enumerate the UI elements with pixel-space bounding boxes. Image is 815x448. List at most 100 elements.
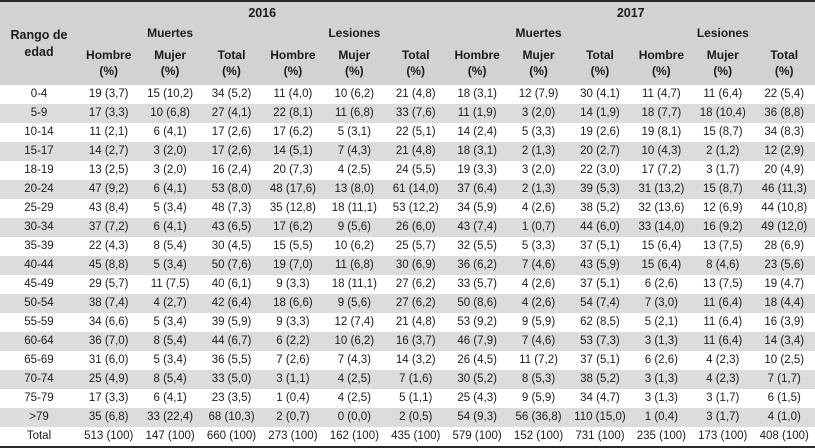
subcolumn-header: Total (%) bbox=[385, 43, 447, 85]
table-row: 20-24 47 (9,2) 6 (4,1) 53 (8,0) 48 (17,6) 13 … bbox=[0, 180, 815, 199]
value-cell: 5 (3,4) bbox=[153, 316, 187, 328]
value-cell: 38 (7,4) bbox=[88, 297, 129, 309]
value-cell: 11 (6,4) bbox=[703, 316, 743, 328]
value-cell: 29 (5,7) bbox=[88, 278, 129, 290]
value-cell: 20 (4,9) bbox=[764, 164, 805, 176]
value-cell: 36 (6,2) bbox=[457, 259, 497, 271]
value-cell: 9 (5,6) bbox=[337, 297, 371, 309]
age-range-column-header: Rango de edad bbox=[0, 1, 78, 85]
age-range-cell: 65-69 bbox=[24, 354, 54, 366]
value-cell: 15 (10,2) bbox=[147, 88, 194, 100]
value-cell: 18 (7,7) bbox=[641, 107, 682, 119]
age-range-cell: 18-19 bbox=[24, 164, 54, 176]
value-cell: 19 (8,1) bbox=[641, 126, 682, 138]
value-cell: 4 (2,5) bbox=[337, 392, 371, 404]
value-cell: 33 (14,0) bbox=[638, 221, 685, 233]
subcolumn-header: Mujer (%) bbox=[507, 43, 570, 85]
subcolumn-label: Mujer bbox=[522, 48, 555, 63]
value-cell: 14 (3,2) bbox=[395, 354, 436, 366]
value-cell: 13 (8,0) bbox=[334, 183, 375, 195]
value-cell: 11 (1,9) bbox=[457, 107, 497, 119]
age-range-cell: 55-59 bbox=[24, 316, 54, 328]
subcolumn-unit: (%) bbox=[222, 64, 241, 78]
value-cell: 30 (4,5) bbox=[211, 240, 252, 252]
value-cell: 26 (4,5) bbox=[457, 354, 497, 366]
age-range-cell: >79 bbox=[29, 411, 49, 423]
value-cell: 35 (12,8) bbox=[269, 202, 316, 214]
subcolumn-header-row: Hombre (%) Mujer (%) Total (%) Hombre (%) Mujer(… bbox=[0, 43, 815, 85]
value-cell: 3 (2,0) bbox=[153, 164, 187, 176]
value-cell: 22 (4,3) bbox=[88, 240, 129, 252]
value-cell: 6 (4,1) bbox=[153, 126, 187, 138]
value-cell: 68 (10,3) bbox=[208, 411, 255, 423]
value-cell: 8 (5,4) bbox=[153, 335, 187, 347]
value-cell: 7 (4,6) bbox=[521, 335, 556, 347]
value-cell: 16 (2,4) bbox=[211, 164, 252, 176]
table-row: 50-54 38 (7,4) 4 (2,7) 42 (6,4) 18 (6,6) 9 (5… bbox=[0, 294, 815, 313]
value-cell: 7 (1,7) bbox=[767, 373, 801, 385]
age-range-cell: 60-64 bbox=[24, 335, 54, 347]
table-row: 75-79 17 (3,3) 6 (4,1) 23 (3,5) 1 (0,4) 4 (2,… bbox=[0, 389, 815, 408]
group-header-row: Muertes Lesiones Muertes Lesiones bbox=[0, 23, 815, 43]
value-cell: 2 (1,3) bbox=[521, 145, 556, 157]
subcolumn-label: Total bbox=[586, 48, 614, 63]
value-cell: 19 (7,0) bbox=[273, 259, 313, 271]
value-cell: 11 (6,4) bbox=[703, 88, 743, 100]
value-cell: 40 (6,1) bbox=[211, 278, 252, 290]
subcolumn-header: Total (%) bbox=[569, 43, 631, 85]
value-cell: 43 (5,9) bbox=[580, 259, 620, 271]
value-cell: 14 (5,1) bbox=[273, 145, 313, 157]
value-cell: 9 (5,9) bbox=[521, 392, 556, 404]
value-cell: 162 (100) bbox=[329, 430, 379, 442]
value-cell: 14 (2,4) bbox=[457, 126, 497, 138]
value-cell: 5 (3,1) bbox=[337, 126, 371, 138]
value-cell: 36 (8,8) bbox=[764, 107, 805, 119]
value-cell: 3 (1,3) bbox=[644, 373, 678, 385]
value-cell: 11 (4,7) bbox=[641, 88, 681, 100]
value-cell: 7 (3,0) bbox=[644, 297, 678, 309]
value-cell: 579 (100) bbox=[452, 430, 502, 442]
value-cell: 13 (7,5) bbox=[702, 240, 743, 252]
value-cell: 9 (5,6) bbox=[337, 221, 371, 233]
value-cell: 11 (6,8) bbox=[334, 107, 374, 119]
value-cell: 36 (5,5) bbox=[211, 354, 252, 366]
table-row: 30-34 37 (7,2) 6 (4,1) 43 (6,5) 17 (6,2) 9 (5… bbox=[0, 218, 815, 237]
subcolumn-label: Mujer bbox=[338, 48, 371, 63]
subcolumn-label: Mujer bbox=[154, 48, 187, 63]
subcolumn-label: Total bbox=[217, 48, 246, 63]
subcolumn-label: Hombre bbox=[454, 48, 500, 63]
table-row: 15-17 14 (2,7) 3 (2,0) 17 (2,6) 14 (5,1) 7 (4… bbox=[0, 142, 815, 161]
value-cell: 8 (5,4) bbox=[153, 240, 187, 252]
value-cell: 25 (5,7) bbox=[395, 240, 436, 252]
value-cell: 47 (9,2) bbox=[88, 183, 129, 195]
value-cell: 18 (11,1) bbox=[331, 202, 377, 214]
age-range-cell: 15-17 bbox=[24, 145, 54, 157]
value-cell: 43 (6,5) bbox=[211, 221, 252, 233]
value-cell: 10 (6,2) bbox=[334, 88, 375, 100]
value-cell: 27 (4,1) bbox=[211, 107, 252, 119]
table-row: 0-4 19 (3,7) 15 (10,2) 34 (5,2) 11 (4,0) 10 (… bbox=[0, 85, 815, 104]
subcolumn-unit: (%) bbox=[713, 64, 733, 78]
value-cell: 14 (1,9) bbox=[580, 107, 620, 119]
value-cell: 11 (4,0) bbox=[273, 88, 313, 100]
value-cell: 30 (5,2) bbox=[457, 373, 497, 385]
value-cell: 152 (100) bbox=[513, 430, 564, 442]
value-cell: 5 (1,1) bbox=[399, 392, 433, 404]
value-cell: 408 (100) bbox=[759, 430, 809, 442]
subcolumn-header: Hombre (%) bbox=[78, 43, 140, 85]
value-cell: 9 (3,3) bbox=[276, 278, 310, 290]
value-cell: 6 (2,6) bbox=[644, 354, 678, 366]
value-cell: 5 (3,4) bbox=[153, 202, 187, 214]
value-cell: 28 (6,9) bbox=[764, 240, 805, 252]
value-cell: 18 (6,6) bbox=[273, 297, 313, 309]
subcolumn-unit: (%) bbox=[99, 64, 119, 78]
value-cell: 7 (4,6) bbox=[521, 259, 556, 271]
subcolumn-unit: (%) bbox=[467, 64, 487, 78]
value-cell: 13 (7,5) bbox=[702, 278, 743, 290]
value-cell: 660 (100) bbox=[206, 430, 257, 442]
value-cell: 33 (5,7) bbox=[457, 278, 497, 290]
value-cell: 10 (6,8) bbox=[150, 107, 190, 119]
value-cell: 7 (1,6) bbox=[399, 373, 433, 385]
value-cell: 13 (2,5) bbox=[88, 164, 129, 176]
value-cell: 6 (4,1) bbox=[153, 221, 187, 233]
